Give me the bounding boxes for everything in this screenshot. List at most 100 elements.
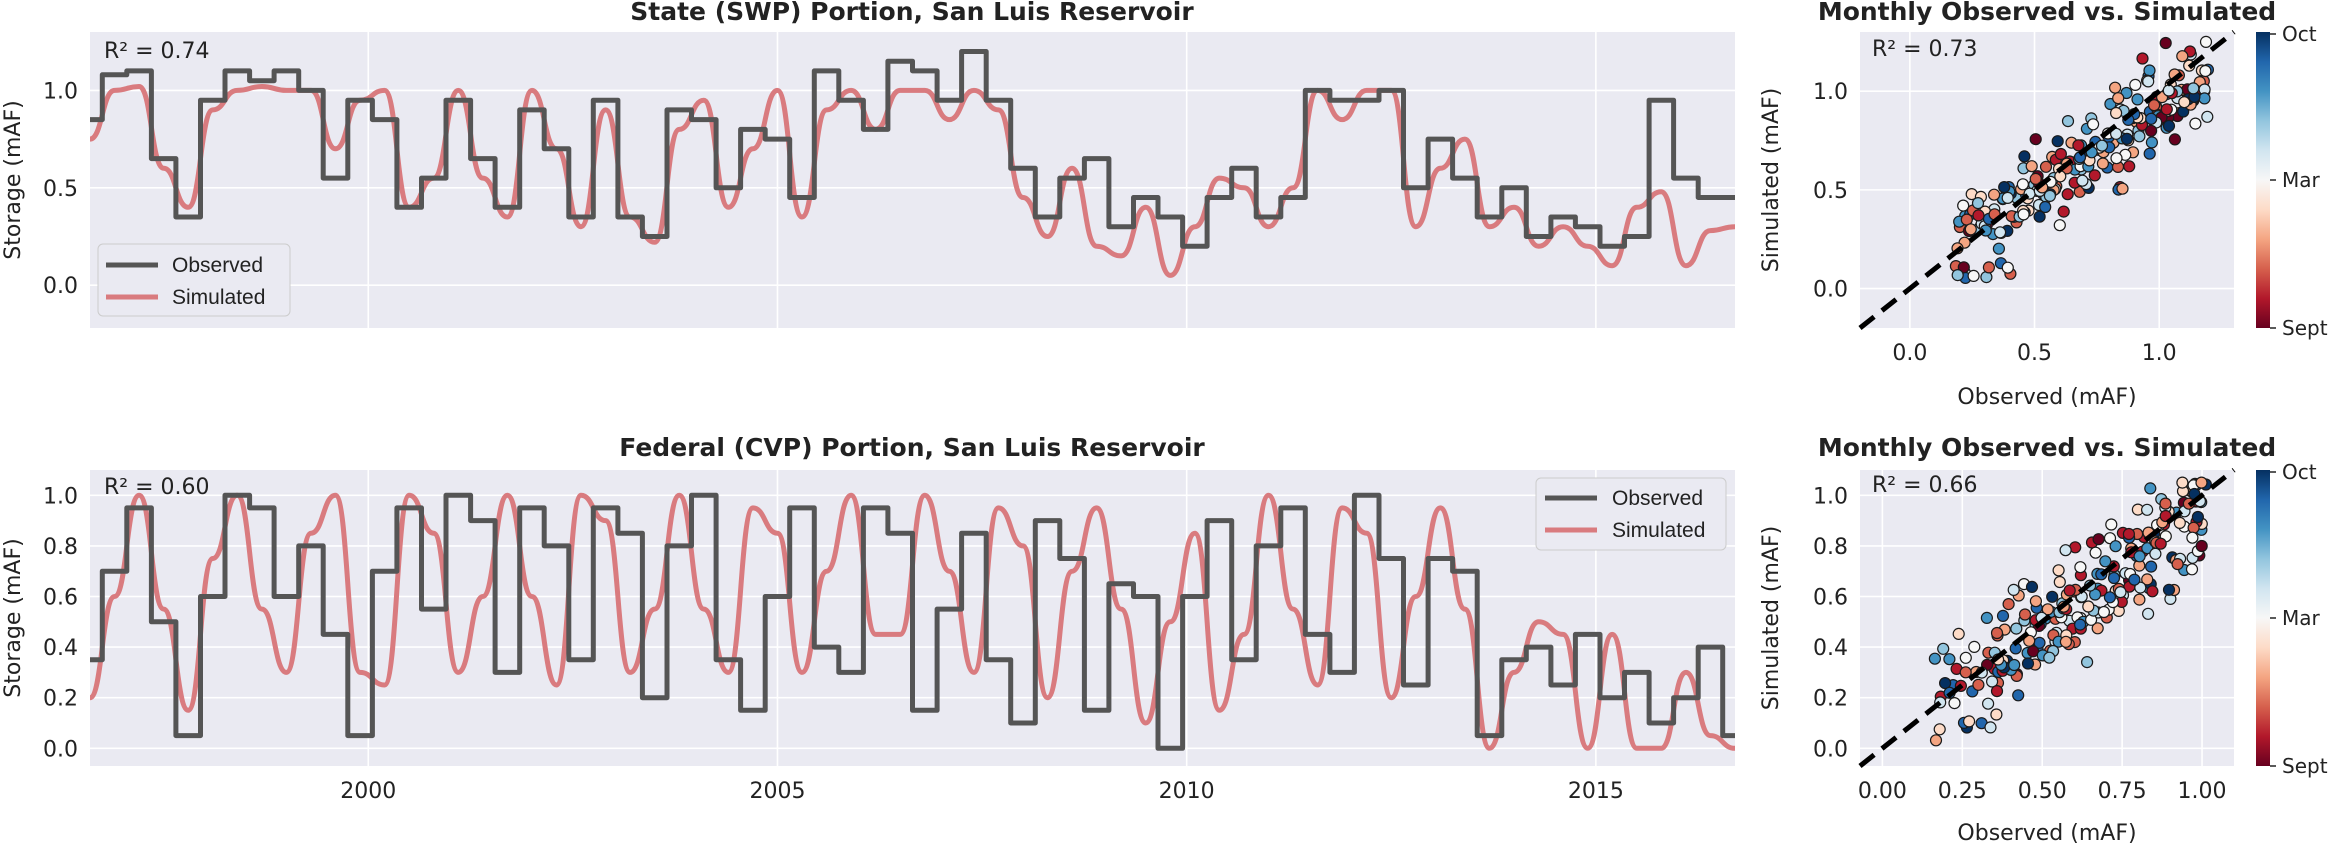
y-tick-label: 0.0 (1813, 737, 1848, 762)
scatter-point (2129, 78, 2142, 92)
y-tick-label: 0.8 (1813, 535, 1848, 560)
x-tick-label: 1.0 (2142, 341, 2177, 366)
series-lines (90, 49, 1735, 278)
legend-observed-label: Observed (172, 254, 263, 277)
scatter-point (2029, 595, 2043, 608)
scatter-point (1943, 653, 1956, 666)
scatter-point (2116, 182, 2129, 195)
scatter-point (2096, 157, 2109, 170)
scatter-point (2043, 189, 2056, 202)
scatter-point (2110, 152, 2123, 165)
scatter-point (2016, 178, 2030, 191)
scatter-point (2146, 585, 2159, 598)
x-tick-label: 0.5 (2017, 341, 2052, 366)
scatter-point (2095, 139, 2109, 152)
scatter-point (2087, 118, 2100, 131)
scatter-point (2176, 476, 2189, 489)
scatter-point (1959, 666, 1972, 679)
scatter-point (1951, 269, 1964, 282)
scatter-point (2025, 580, 2039, 594)
scatter-point (1928, 652, 1942, 665)
colorbar (2256, 32, 2270, 328)
scatter-point (1937, 642, 1950, 655)
scatter-point (2162, 84, 2175, 97)
scatter-point (2039, 200, 2052, 214)
x-tick-labels: 0.00 0.25 0.50 0.75 1.00 (1858, 779, 2227, 804)
colorbar-label-mar: Mar (2282, 606, 2321, 630)
y-axis-label: Simulated (mAF) (1759, 526, 1784, 710)
scatter-point (2082, 600, 2095, 613)
scatter-point (2185, 563, 2199, 576)
scatter-point (2148, 99, 2161, 112)
y-tick-label: 0.5 (43, 177, 78, 202)
one-to-one-line (1858, 468, 2236, 768)
x-axis-label: Observed (mAF) (1957, 385, 2136, 410)
scatter-point (2123, 160, 2136, 173)
y-tick-label: 0.6 (1813, 585, 1848, 610)
x-tick-label: 0.75 (2098, 779, 2147, 804)
scatter-point (2081, 655, 2094, 669)
scatter-point (2063, 584, 2076, 597)
y-tick-label: 0.4 (1813, 636, 1848, 661)
y-axis-label: Storage (mAF) (1, 538, 26, 697)
scatter-point (2110, 106, 2123, 120)
x-tick-label: 2015 (1568, 779, 1624, 804)
colorbar-label-oct: Oct (2282, 22, 2317, 46)
scatter-point (2187, 82, 2200, 95)
one-to-one-dashed-line (1858, 468, 2236, 768)
legend-simulated-label: Simulated (1612, 519, 1705, 542)
scatter-point (1959, 651, 1972, 664)
scatter-point (2120, 132, 2134, 145)
scatter-point (1929, 734, 1943, 747)
y-tick-labels: 0.0 0.2 0.4 0.6 0.8 1.0 (1813, 484, 1848, 762)
scatter-point (2149, 547, 2162, 560)
scatter-point (2109, 81, 2122, 94)
scatter-point (2141, 503, 2154, 516)
r-squared-annotation: R² = 0.74 (104, 39, 210, 64)
scatter-point (2133, 130, 2146, 143)
scatter-point (2142, 607, 2155, 620)
scatter-point (2191, 510, 2204, 524)
y-axis-label: Storage (mAF) (1, 100, 26, 259)
scatter-point (2033, 210, 2046, 223)
scatter-point (2145, 124, 2158, 137)
y-tick-label: 0.2 (1813, 687, 1848, 712)
x-tick-label: 2005 (749, 779, 805, 804)
scatter-point (2128, 573, 2141, 586)
scatter-point (2187, 521, 2200, 534)
scatter-point (1972, 678, 1985, 691)
scatter-point (2160, 103, 2173, 116)
scatter-point (2074, 561, 2087, 574)
scatter-point (2061, 114, 2075, 128)
scatter-point (2091, 622, 2104, 635)
y-tick-label: 0.6 (43, 585, 78, 610)
scatter-point (1984, 721, 1997, 734)
x-axis-label: Observed (mAF) (1957, 821, 2136, 846)
scatter-point (1992, 242, 2006, 255)
cvp-scatter-panel: 0.00.20.40.60.81.0 0.00 0.25 0.50 0.75 1.00 … (1759, 433, 2276, 846)
scatter-point (1996, 609, 2010, 623)
x-tick-label: 0.25 (1938, 779, 1987, 804)
scatter-point (2097, 605, 2110, 619)
y-axis-label: Simulated (mAF) (1759, 88, 1784, 272)
y-tick-label: 0.0 (43, 274, 78, 299)
one-to-one-line (1858, 30, 2236, 330)
scatter-point (2029, 133, 2042, 146)
scatter-point (1993, 226, 2007, 239)
scatter-point (1957, 199, 1970, 212)
scatter-point (2010, 622, 2023, 635)
scatter-point (1987, 188, 2001, 201)
scatter-point (2122, 527, 2135, 541)
scatter-point (2046, 590, 2059, 603)
scatter-point (1948, 696, 1961, 710)
scatter-point (2053, 575, 2066, 589)
scatter-point (2018, 150, 2031, 163)
scatter-points (1928, 476, 2212, 747)
scatter-point (2029, 172, 2042, 185)
y-tick-labels: 0.0 0.5 1.0 (43, 79, 78, 299)
scatter-point (2145, 560, 2158, 573)
scatter-point (2186, 531, 2199, 544)
scatter-point (2133, 593, 2146, 606)
y-tick-label: 0.8 (43, 535, 78, 560)
scatter-point (2199, 35, 2213, 49)
